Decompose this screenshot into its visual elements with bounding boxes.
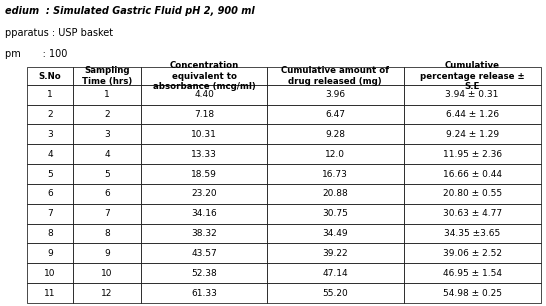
- Text: 1: 1: [48, 90, 53, 99]
- Text: 8: 8: [48, 229, 53, 238]
- Text: Cumulative
percentage release ±
S.E: Cumulative percentage release ± S.E: [420, 61, 524, 91]
- Text: 9: 9: [104, 249, 110, 258]
- Text: 30.75: 30.75: [322, 209, 348, 218]
- Text: 34.49: 34.49: [323, 229, 348, 238]
- Text: edium  : Simulated Gastric Fluid pH 2, 900 ml: edium : Simulated Gastric Fluid pH 2, 90…: [5, 6, 255, 16]
- Text: 23.20: 23.20: [191, 189, 217, 198]
- Text: 13.33: 13.33: [191, 150, 217, 159]
- Text: 10.31: 10.31: [191, 130, 217, 139]
- Text: 61.33: 61.33: [191, 289, 217, 297]
- Text: 55.20: 55.20: [322, 289, 348, 297]
- Text: 52.38: 52.38: [191, 269, 217, 278]
- Text: 30.63 ± 4.77: 30.63 ± 4.77: [443, 209, 502, 218]
- Text: 46.95 ± 1.54: 46.95 ± 1.54: [443, 269, 502, 278]
- Text: 5: 5: [104, 170, 110, 178]
- Text: 9.28: 9.28: [325, 130, 345, 139]
- Text: 34.16: 34.16: [191, 209, 217, 218]
- Text: 38.32: 38.32: [191, 229, 217, 238]
- Text: 7: 7: [48, 209, 53, 218]
- Text: Concentration
equivalent to
absorbance (mcg/ml): Concentration equivalent to absorbance (…: [153, 61, 256, 91]
- Text: 6: 6: [48, 189, 53, 198]
- Text: 20.88: 20.88: [322, 189, 348, 198]
- Text: 47.14: 47.14: [323, 269, 348, 278]
- Text: 16.73: 16.73: [322, 170, 348, 178]
- Text: 10: 10: [44, 269, 56, 278]
- Text: 2: 2: [104, 110, 110, 119]
- Text: 18.59: 18.59: [191, 170, 217, 178]
- Text: 6.47: 6.47: [325, 110, 345, 119]
- Text: 39.22: 39.22: [323, 249, 348, 258]
- Text: 16.66 ± 0.44: 16.66 ± 0.44: [443, 170, 502, 178]
- Text: 3: 3: [104, 130, 110, 139]
- Text: 3: 3: [48, 130, 53, 139]
- Text: S.No: S.No: [39, 72, 62, 80]
- Text: 9.24 ± 1.29: 9.24 ± 1.29: [446, 130, 498, 139]
- Text: 10: 10: [102, 269, 113, 278]
- Text: 43.57: 43.57: [191, 249, 217, 258]
- Text: 4: 4: [48, 150, 53, 159]
- Text: 6.44 ± 1.26: 6.44 ± 1.26: [446, 110, 498, 119]
- Text: 20.80 ± 0.55: 20.80 ± 0.55: [443, 189, 502, 198]
- Text: 54.98 ± 0.25: 54.98 ± 0.25: [443, 289, 502, 297]
- Text: Sampling
Time (hrs): Sampling Time (hrs): [82, 66, 132, 86]
- Text: 34.35 ±3.65: 34.35 ±3.65: [444, 229, 500, 238]
- Text: Cumulative amount of
drug released (mg): Cumulative amount of drug released (mg): [281, 66, 389, 86]
- Text: 2: 2: [48, 110, 53, 119]
- Text: 11: 11: [44, 289, 56, 297]
- Text: 1: 1: [104, 90, 110, 99]
- Text: 4.40: 4.40: [194, 90, 214, 99]
- Text: 7: 7: [104, 209, 110, 218]
- Text: 11.95 ± 2.36: 11.95 ± 2.36: [443, 150, 502, 159]
- Text: 12.0: 12.0: [325, 150, 345, 159]
- Text: 3.94 ± 0.31: 3.94 ± 0.31: [446, 90, 499, 99]
- Text: 7.18: 7.18: [194, 110, 214, 119]
- Text: 4: 4: [104, 150, 110, 159]
- Text: pparatus : USP basket: pparatus : USP basket: [5, 28, 114, 38]
- Text: 3.96: 3.96: [325, 90, 345, 99]
- Text: 8: 8: [104, 229, 110, 238]
- Text: 12: 12: [102, 289, 113, 297]
- Text: 39.06 ± 2.52: 39.06 ± 2.52: [443, 249, 502, 258]
- Text: pm       : 100: pm : 100: [5, 49, 68, 59]
- Text: 9: 9: [48, 249, 53, 258]
- Text: 6: 6: [104, 189, 110, 198]
- Text: 5: 5: [48, 170, 53, 178]
